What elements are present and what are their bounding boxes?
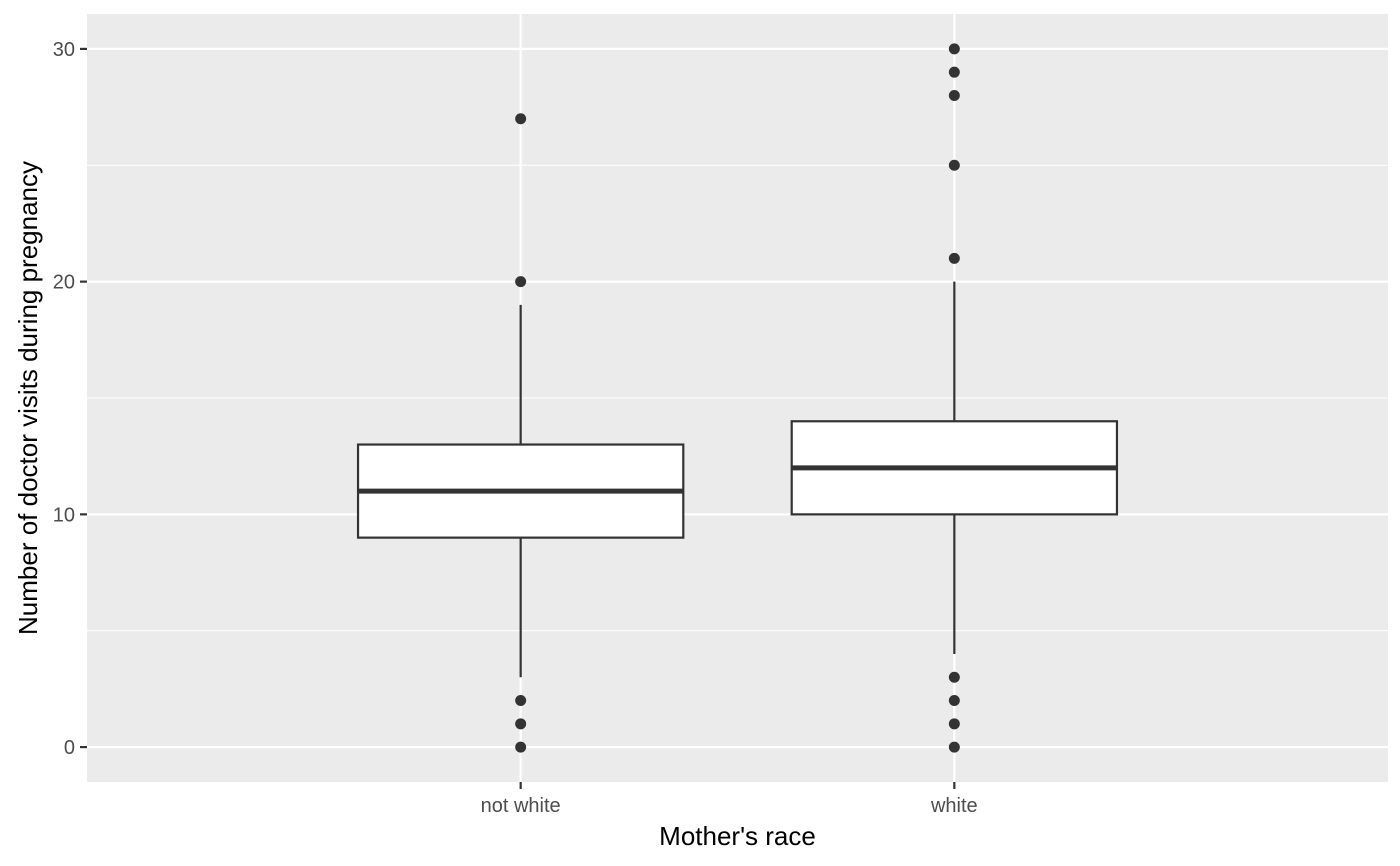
outlier-point bbox=[515, 276, 527, 288]
outlier-point bbox=[515, 695, 527, 707]
outlier-point bbox=[515, 718, 527, 730]
outlier-point bbox=[948, 671, 960, 683]
outlier-point bbox=[948, 159, 960, 171]
y-tick-label: 20 bbox=[53, 272, 75, 294]
x-tick-label: not white bbox=[481, 795, 561, 817]
boxes bbox=[356, 43, 1119, 753]
outlier-point bbox=[515, 741, 527, 753]
x-axis-title: Mother's race bbox=[659, 821, 816, 851]
outlier-point bbox=[948, 252, 960, 264]
outlier-point bbox=[948, 741, 960, 753]
outlier-point bbox=[948, 66, 960, 78]
outlier-point bbox=[948, 718, 960, 730]
outlier-point bbox=[948, 43, 960, 55]
axes: 0 10 20 30 not white white bbox=[53, 39, 978, 817]
x-tick-label: white bbox=[930, 795, 978, 817]
outlier-point bbox=[948, 89, 960, 101]
gridlines bbox=[87, 14, 1388, 782]
outlier-point bbox=[515, 113, 527, 125]
y-tick-label: 10 bbox=[53, 504, 75, 526]
y-tick-label: 30 bbox=[53, 39, 75, 61]
y-tick-label: 0 bbox=[64, 737, 75, 759]
box-white bbox=[790, 43, 1119, 753]
outlier-point bbox=[948, 695, 960, 707]
y-axis-title: Number of doctor visits during pregnancy bbox=[13, 161, 43, 635]
box-not-white bbox=[356, 113, 685, 753]
